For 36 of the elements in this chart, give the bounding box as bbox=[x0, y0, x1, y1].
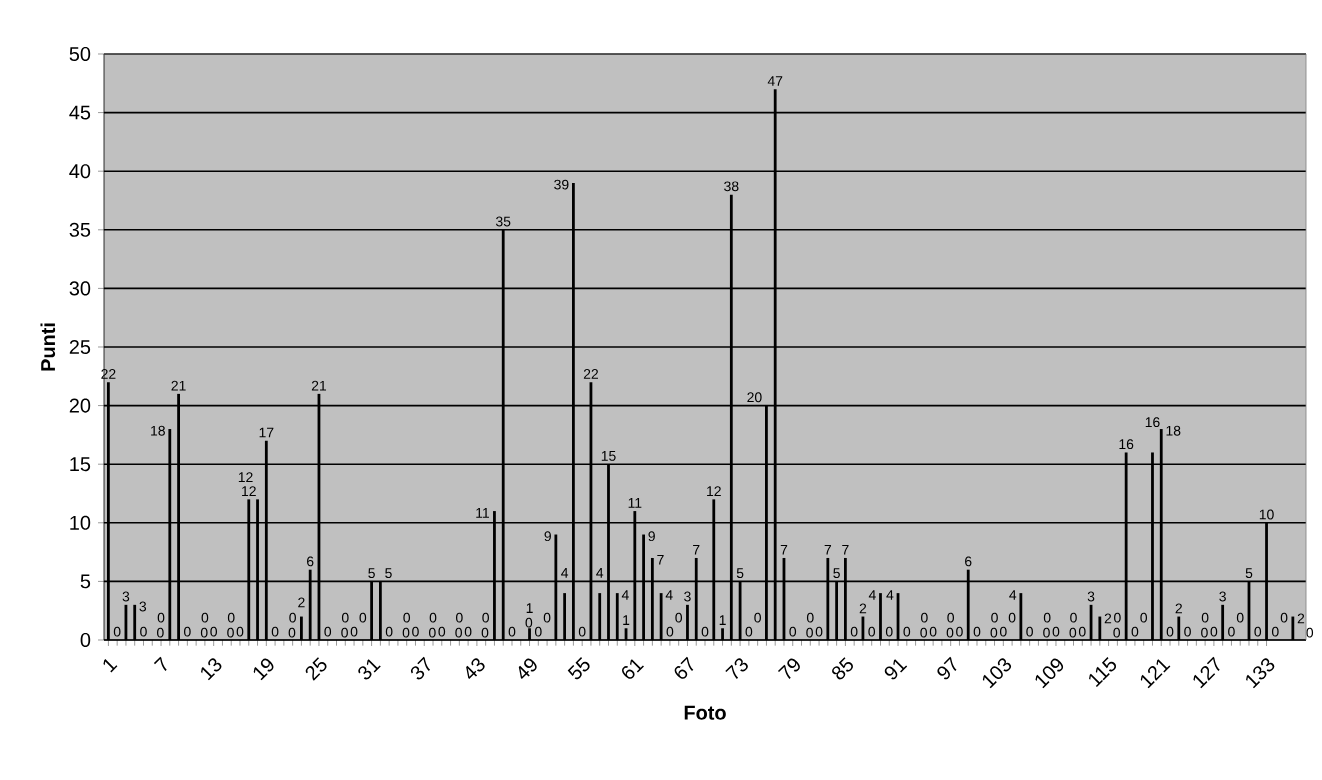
x-tick-label: 43 bbox=[466, 658, 485, 679]
x-tick-label: 49 bbox=[518, 658, 537, 679]
x-tick-label: 109 bbox=[1035, 658, 1064, 689]
y-axis-title: Punti bbox=[40, 323, 56, 371]
x-tick-label: 103 bbox=[982, 658, 1012, 689]
y-tick-label: 20 bbox=[69, 398, 91, 413]
x-tick-label: 55 bbox=[567, 657, 590, 680]
y-tick-label: 10 bbox=[70, 515, 91, 530]
x-tick-label: 7 bbox=[153, 656, 167, 671]
y-tick-label: 25 bbox=[69, 339, 91, 355]
x-tick-label: 85 bbox=[832, 657, 853, 680]
x-tick-label: 31 bbox=[358, 659, 381, 680]
x-tick-label: 121 bbox=[1140, 659, 1171, 689]
x-tick-label: 97 bbox=[937, 656, 957, 680]
x-tick-label: 13 bbox=[201, 658, 222, 681]
x-axis-title: Foto bbox=[684, 705, 726, 720]
x-tick-label: 133 bbox=[1246, 658, 1275, 689]
y-tick-label: 35 bbox=[69, 222, 91, 237]
y-tick-label: 15 bbox=[70, 457, 91, 472]
x-tick-label: 115 bbox=[1089, 657, 1117, 688]
x-tick-label: 25 bbox=[305, 657, 327, 681]
x-tick-label: 79 bbox=[777, 658, 800, 679]
y-tick-label: 5 bbox=[80, 574, 91, 589]
x-tick-label: 91 bbox=[884, 659, 908, 680]
x-tick-label: 37 bbox=[410, 656, 431, 680]
y-tick-label: 50 bbox=[69, 46, 91, 62]
y-tick-label: 45 bbox=[69, 105, 91, 120]
x-tick-label: 1 bbox=[103, 659, 118, 673]
y-tick-label: 0 bbox=[80, 632, 91, 648]
x-tick-label: 73 bbox=[725, 658, 748, 679]
y-tick-label: 30 bbox=[69, 281, 91, 296]
x-tick-label: 19 bbox=[253, 658, 274, 681]
x-tick-label: 67 bbox=[674, 656, 694, 679]
y-tick-label: 40 bbox=[69, 164, 91, 179]
x-tick-label: 127 bbox=[1193, 656, 1220, 689]
x-tick-label: 61 bbox=[622, 659, 644, 679]
